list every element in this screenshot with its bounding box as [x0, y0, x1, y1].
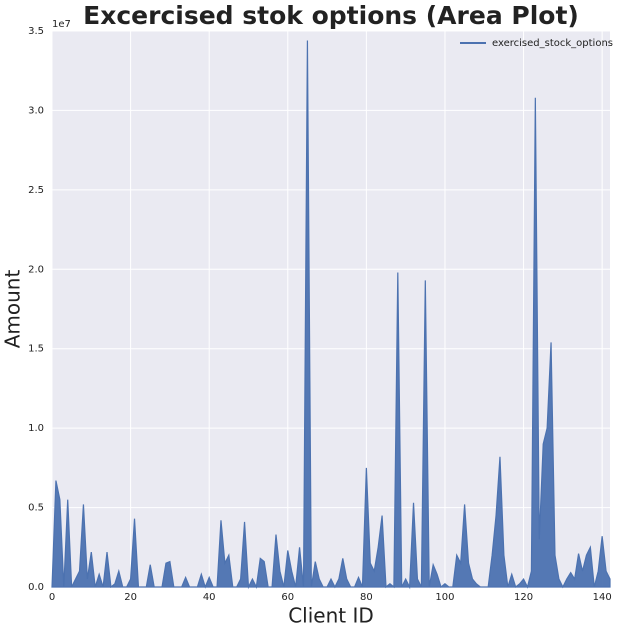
plot-background [52, 31, 610, 587]
y-tick-label: 2.5 [28, 185, 44, 196]
x-tick-label: 20 [124, 592, 137, 603]
x-tick-label: 40 [203, 592, 216, 603]
x-tick-label: 0 [49, 592, 55, 603]
marks [51, 40, 611, 590]
area [51, 40, 611, 590]
x-axis-label: Client ID [288, 604, 374, 628]
y-axis-label: Amount [1, 270, 25, 349]
x-tick-label: 100 [435, 592, 454, 603]
x-tick-label: 140 [593, 592, 612, 603]
legend-label: exercised_stock_options [492, 38, 613, 49]
x-tick-label: 80 [360, 592, 373, 603]
y-tick-label: 1.5 [28, 344, 44, 355]
y-tick-label: 3.5 [28, 26, 44, 37]
x-tick-label: 120 [514, 592, 533, 603]
y-tick-label: 0.5 [28, 503, 44, 514]
x-tick-label: 60 [281, 592, 294, 603]
y-offset-label: 1e7 [52, 19, 71, 30]
y-tick-label: 1.0 [28, 423, 44, 434]
chart-title: Excercised stok options (Area Plot) [83, 1, 579, 30]
y-tick-label: 2.0 [28, 264, 44, 275]
y-tick-label: 3.0 [28, 105, 44, 116]
y-tick-label: 0.0 [28, 582, 44, 593]
